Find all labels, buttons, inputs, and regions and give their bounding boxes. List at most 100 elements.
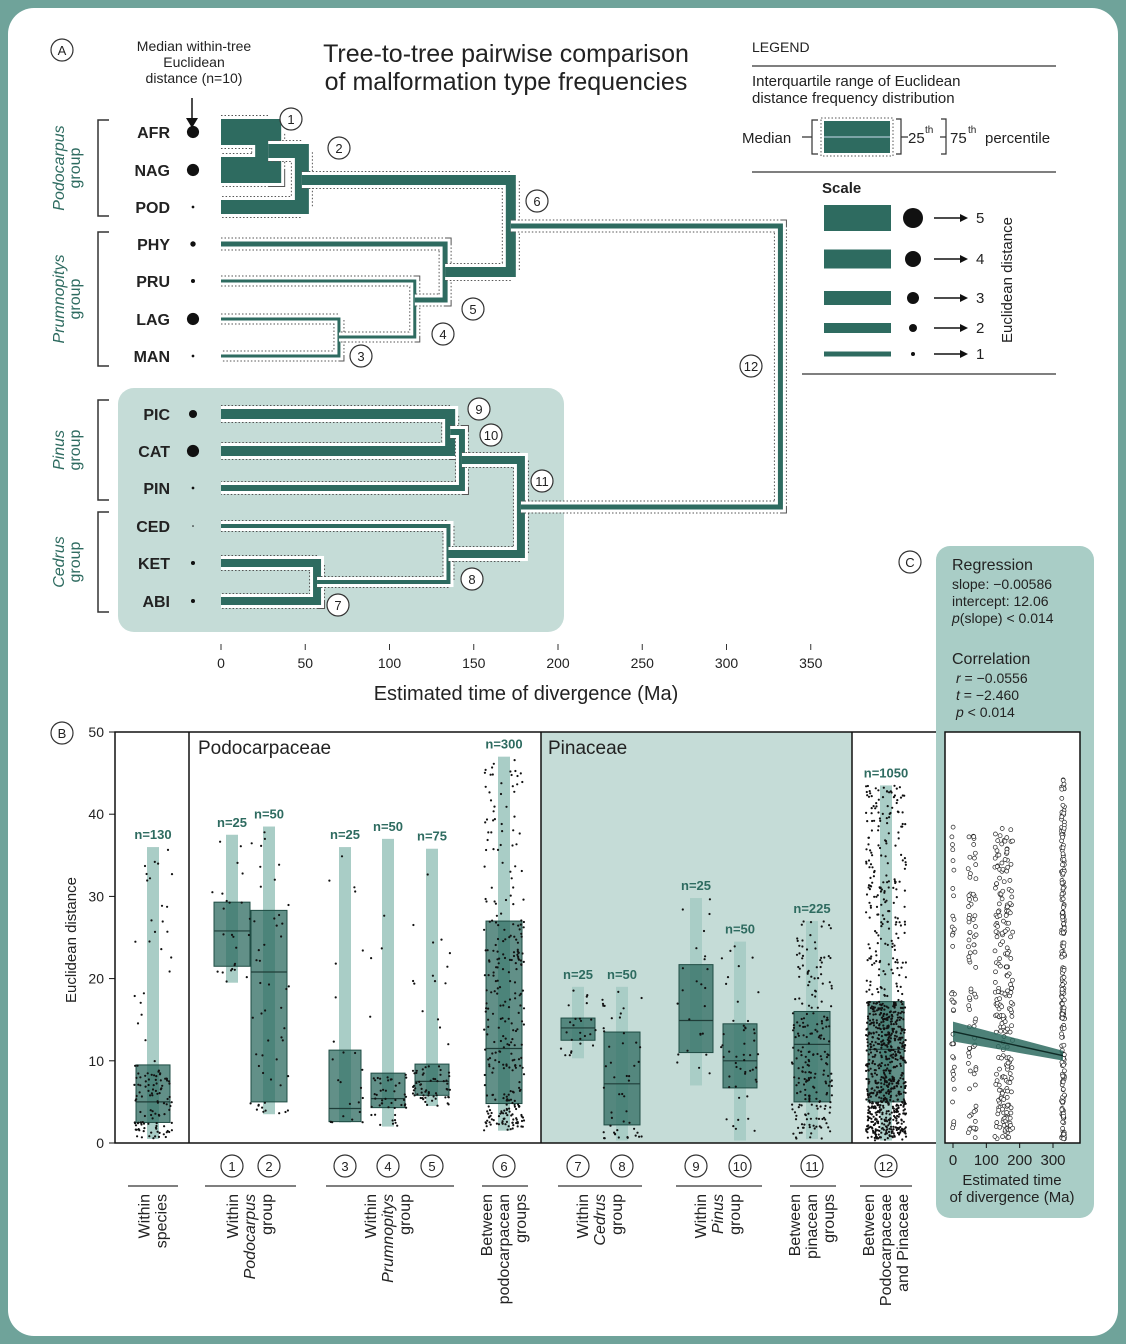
sample-point — [390, 1101, 393, 1105]
scatter-point — [1007, 910, 1013, 916]
sample-point — [792, 1132, 795, 1135]
sample-point — [502, 940, 505, 943]
sample-point — [865, 1077, 868, 1081]
sample-point — [872, 1024, 876, 1027]
sample-point — [820, 1020, 824, 1023]
sample-point — [893, 1085, 896, 1088]
sample-point — [249, 1102, 252, 1105]
sample-point — [494, 1059, 497, 1062]
sample-point — [888, 816, 891, 819]
taxon-label: CAT — [138, 444, 170, 461]
section-label-podocarpaceae: Podocarpaceae — [198, 738, 331, 759]
sample-point — [752, 1028, 756, 1031]
sample-point — [517, 1011, 520, 1015]
scatter-point — [1004, 1095, 1010, 1100]
panel-label-a: A — [58, 43, 67, 58]
sample-point — [866, 1063, 869, 1066]
legend-p25-sup: th — [925, 125, 933, 136]
sample-point — [871, 1129, 875, 1132]
sample-point — [869, 980, 872, 983]
sample-point — [877, 1033, 881, 1037]
sample-point — [519, 1004, 522, 1007]
sample-point — [874, 1053, 877, 1057]
scatter-point — [971, 1125, 977, 1131]
sample-point — [810, 1006, 813, 1009]
sample-point — [513, 1105, 517, 1108]
sample-point — [878, 1027, 881, 1030]
sample-point — [448, 1088, 451, 1091]
scatter-point — [1059, 814, 1065, 820]
sample-point — [810, 975, 813, 978]
scatter-point — [997, 996, 1002, 1002]
scatter-point — [1002, 928, 1008, 934]
sample-point — [899, 1025, 902, 1028]
sample-point — [880, 1082, 883, 1085]
sample-point — [901, 1042, 904, 1045]
panel-label-a-circle — [50, 38, 74, 62]
sample-point — [867, 1069, 870, 1072]
comparison-id-12: 12 — [879, 1159, 893, 1174]
sample-point — [403, 1104, 406, 1107]
sample-point — [513, 935, 516, 938]
sample-point — [512, 923, 515, 926]
correlation-t_var: t = −2.460 — [956, 687, 1019, 703]
scale-arrow-head — [960, 214, 968, 222]
sample-point — [893, 1034, 897, 1037]
sample-point — [372, 1077, 375, 1080]
comparison-id-1-circle — [220, 1154, 244, 1178]
sample-point — [865, 848, 868, 851]
sample-point — [801, 1066, 805, 1069]
sample-point — [806, 1024, 809, 1027]
sample-point — [826, 1091, 829, 1095]
sample-point — [871, 1127, 874, 1130]
scatter-point — [1060, 982, 1066, 987]
scatter-point — [951, 1086, 957, 1092]
sample-point — [803, 1025, 807, 1028]
scatter-point — [994, 864, 1000, 869]
sample-point — [887, 1063, 890, 1066]
scatter-point — [967, 897, 972, 902]
sample-point — [413, 982, 416, 985]
sample-point — [492, 1119, 495, 1122]
sample-point — [818, 1100, 822, 1103]
sample-point — [147, 1122, 150, 1125]
sample-point — [387, 1106, 390, 1109]
sample-point — [806, 972, 809, 975]
sample-point — [267, 1039, 270, 1042]
sample-point — [870, 1106, 873, 1109]
sample-point — [874, 930, 877, 933]
scatter-point — [970, 917, 976, 922]
panel-label-c-circle — [898, 550, 922, 574]
taxon-label: PIC — [143, 407, 170, 424]
sample-point — [813, 1076, 816, 1079]
sample-point — [496, 979, 499, 982]
comparison-id-5-circle — [420, 1154, 444, 1178]
sample-point — [412, 923, 415, 927]
scatter-point — [1006, 1134, 1012, 1140]
scatter-point — [1061, 930, 1066, 936]
sample-point — [520, 1043, 523, 1046]
sample-point — [725, 1118, 728, 1121]
scatter-point — [1009, 1023, 1014, 1029]
scatter-point — [1000, 866, 1006, 872]
sample-point — [882, 1104, 885, 1107]
sample-point — [867, 1117, 870, 1120]
box-ytick-label: 40 — [88, 806, 104, 822]
node-label-2-circle — [327, 136, 351, 160]
sample-point — [865, 1049, 868, 1052]
sample-point — [880, 925, 883, 928]
sample-point — [901, 961, 904, 964]
sample-point — [880, 1089, 883, 1092]
sample-point — [882, 1027, 885, 1030]
node-label-12-circle — [739, 354, 763, 378]
comparison-id-7: 7 — [574, 1159, 581, 1174]
sample-point — [279, 1084, 282, 1087]
sample-point — [820, 1000, 823, 1003]
scatter-point — [994, 1071, 999, 1077]
sample-point — [869, 849, 872, 852]
sample-point — [594, 1029, 597, 1032]
sample-point — [889, 1117, 892, 1120]
sample-point — [892, 1048, 895, 1052]
scatter-point — [994, 1120, 1000, 1125]
sample-point — [502, 1004, 505, 1007]
